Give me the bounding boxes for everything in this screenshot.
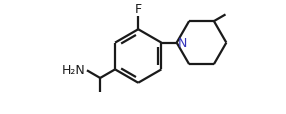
Text: H₂N: H₂N (61, 63, 85, 76)
Text: N: N (178, 37, 187, 50)
Text: F: F (135, 3, 142, 16)
